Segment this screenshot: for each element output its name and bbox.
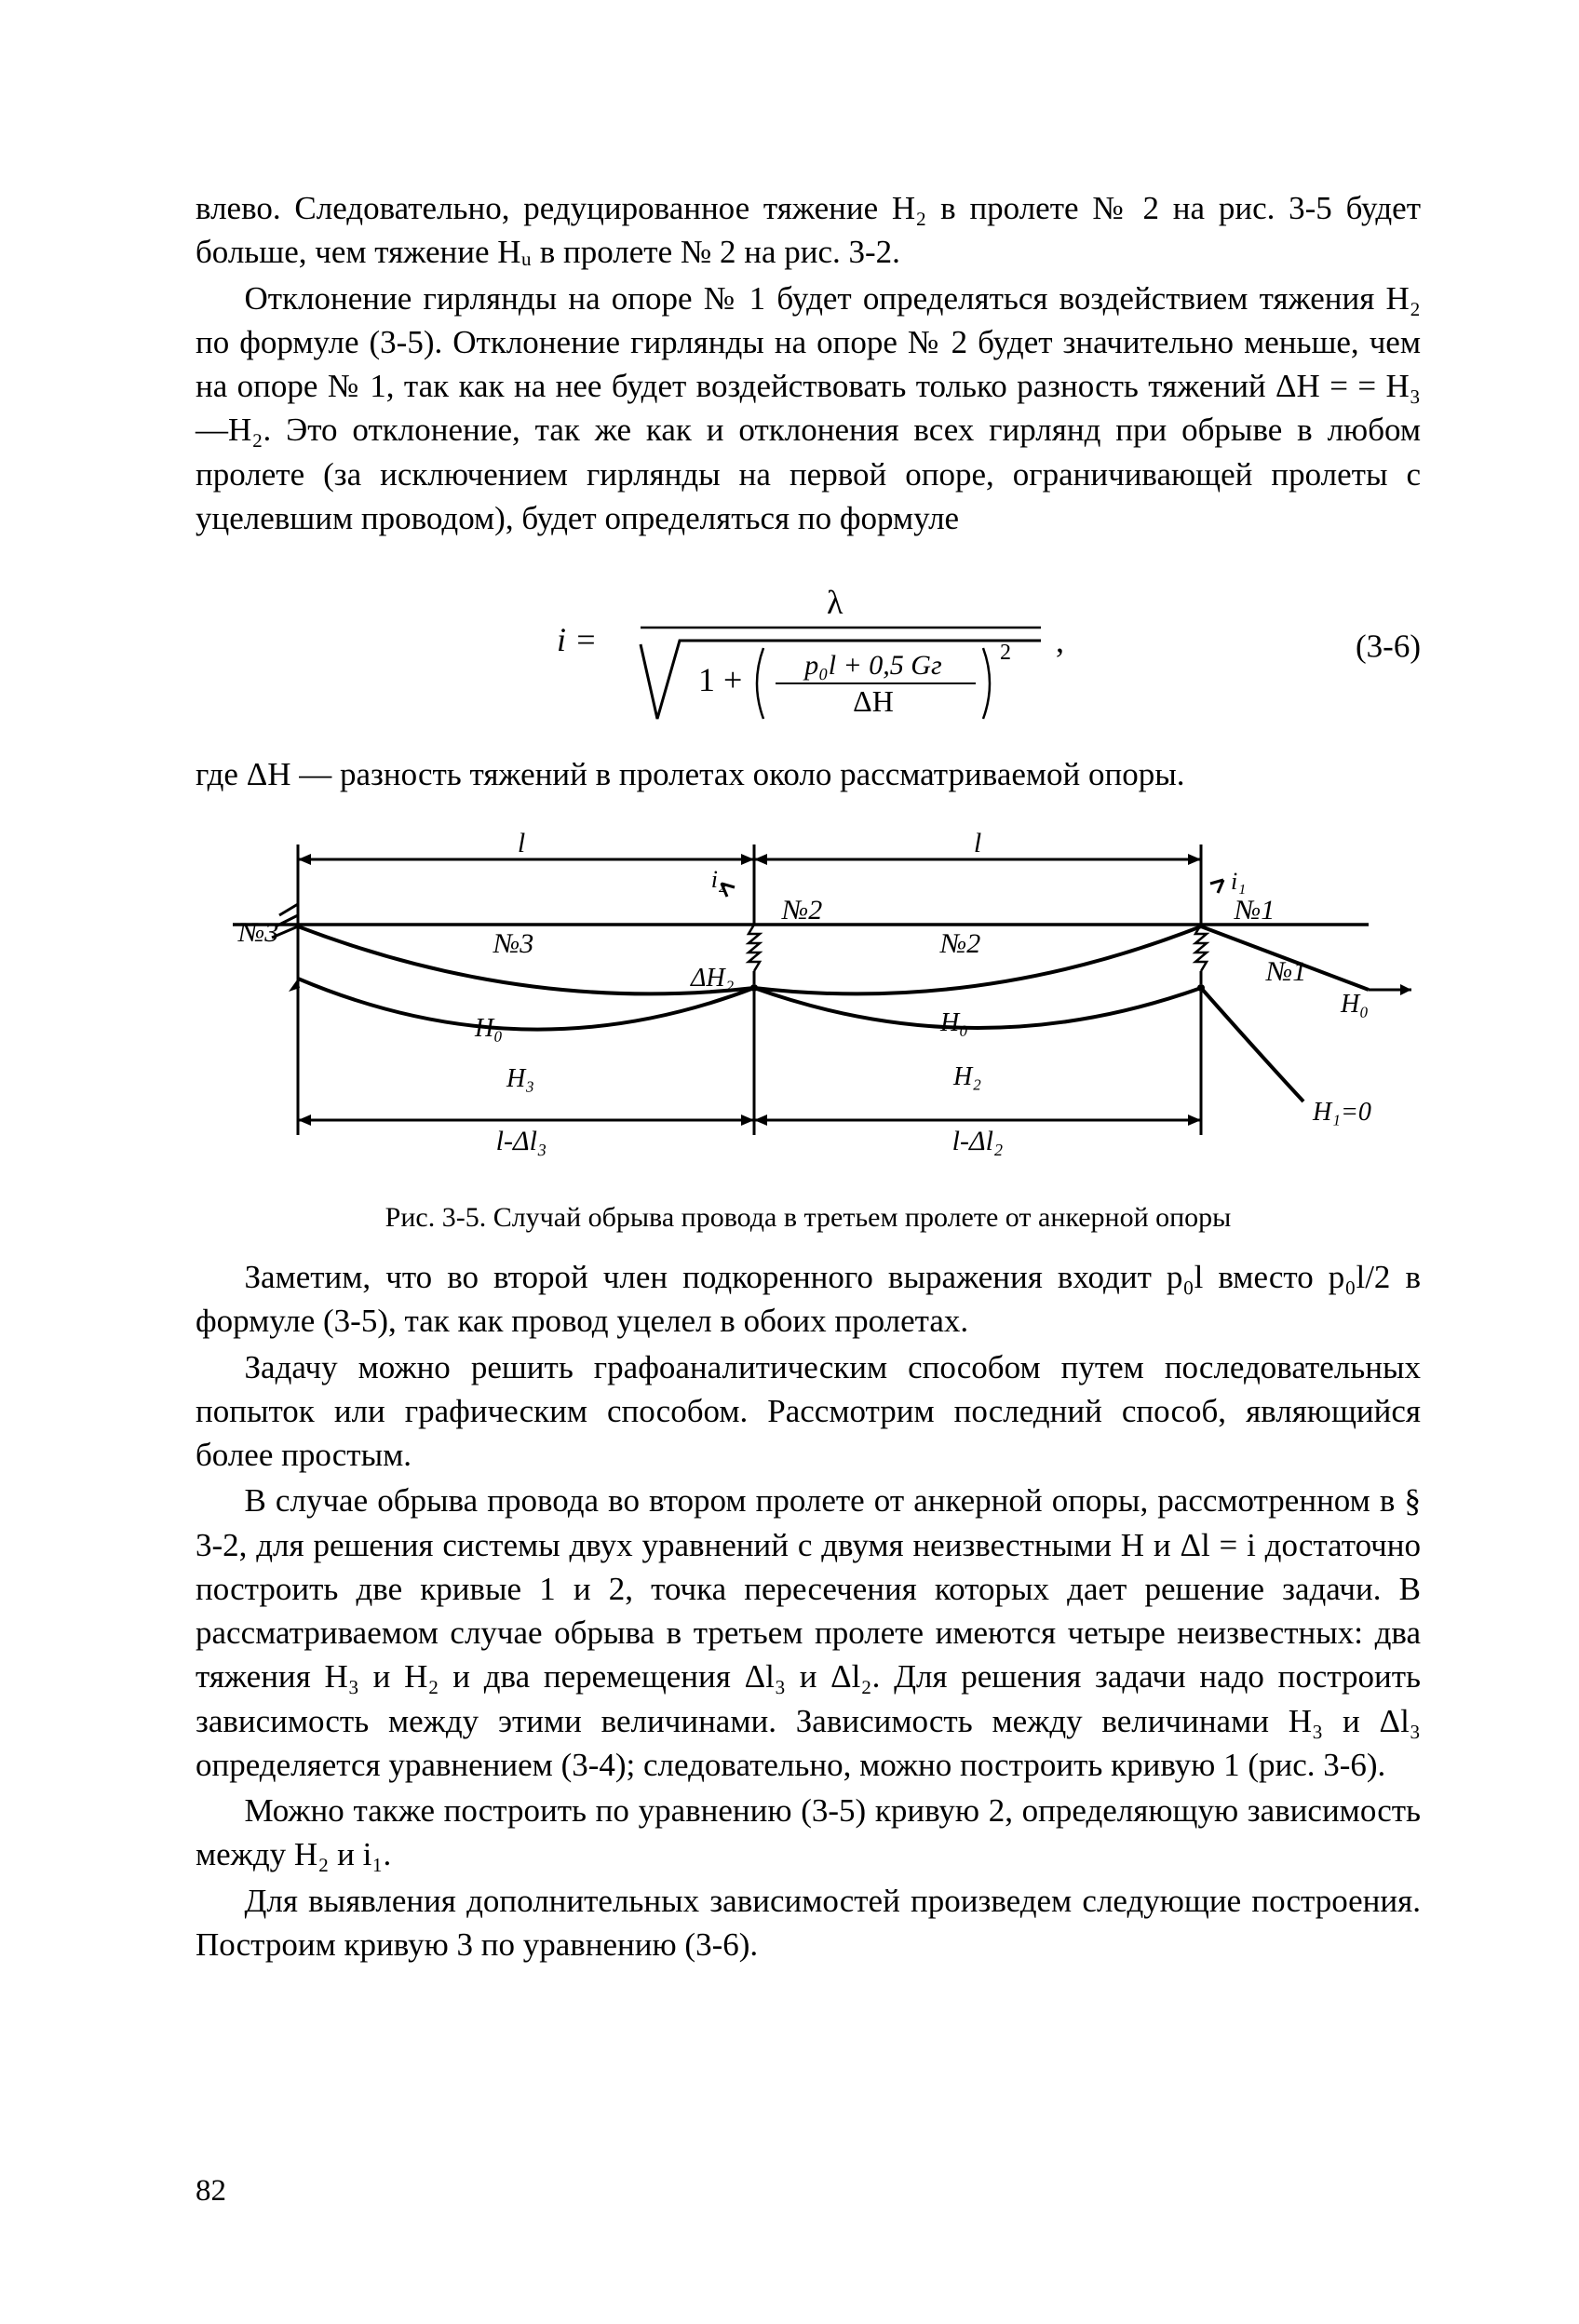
paragraph-5: Задачу можно решить графоаналитическим с… [196,1345,1421,1478]
eq-numerator: λ [827,584,843,621]
svg-text:№3: №3 [493,928,533,959]
eq-lhs: i = [557,621,597,658]
svg-text:№3: №3 [237,917,278,948]
eq-inner-num: p₀l + 0,5 Gг [803,650,942,681]
svg-text:l-Δl₂: l-Δl₂ [952,1126,1004,1156]
figure-svg: l l №3 [196,822,1421,1176]
svg-text:№2: №2 [781,895,822,926]
svg-text:H₀: H₀ [939,1008,968,1037]
svg-text:H₀: H₀ [474,1014,503,1043]
svg-text:2: 2 [1000,641,1011,665]
svg-text:l: l [974,828,981,858]
svg-text:№1: №1 [1234,895,1275,926]
svg-text:№2: №2 [939,928,980,959]
svg-text:i₁: i₁ [1231,868,1246,895]
paragraph-1: влево. Следовательно, редуцированное тяж… [196,186,1421,275]
svg-text:H₀: H₀ [1340,990,1369,1019]
svg-text:№1: №1 [1265,956,1306,987]
paragraph-2: Отклонение гирлянды на опоре № 1 будет о… [196,277,1421,541]
left-anchor-tower: №3 [237,904,300,1008]
svg-text:H₃: H₃ [506,1064,534,1093]
svg-text:l: l [518,828,525,858]
equation-number: (3-6) [1356,624,1421,668]
svg-text:ΔH₂: ΔH₂ [690,964,735,993]
paragraph-6: В случае обрыва провода во втором пролет… [196,1479,1421,1787]
middle-tower: i₂ №2 ΔH₂ [690,866,822,993]
page-number: 82 [196,2170,226,2212]
figure-caption: Рис. 3-5. Случай обрыва провода в третье… [196,1199,1421,1237]
svg-text:1 +: 1 + [698,661,742,698]
figure-3-5: l l №3 [196,822,1421,1236]
page: влево. Следовательно, редуцированное тяж… [0,0,1579,2324]
svg-text:H₁=0: H₁=0 [1312,1098,1371,1127]
paragraph-8: Для выявления дополнительных зависимосте… [196,1879,1421,1967]
svg-text:i₂: i₂ [711,866,726,893]
paragraph-7: Можно также построить по уравнению (3-5)… [196,1789,1421,1877]
equation-3-6: i = λ 1 + p₀l + 0,5 Gг ΔH 2 , (3-6) [196,562,1421,730]
svg-text:H₂: H₂ [952,1062,981,1091]
paragraph-3: где ΔH — разность тяжений в пролетах око… [196,752,1421,796]
eq-trailing: , [1056,622,1064,659]
equation-svg: i = λ 1 + p₀l + 0,5 Gг ΔH 2 , [520,562,1097,730]
paragraph-4: Заметим, что во второй член подкоренного… [196,1255,1421,1344]
svg-text:l-Δl₃: l-Δl₃ [496,1126,547,1156]
eq-inner-den: ΔH [853,684,894,718]
